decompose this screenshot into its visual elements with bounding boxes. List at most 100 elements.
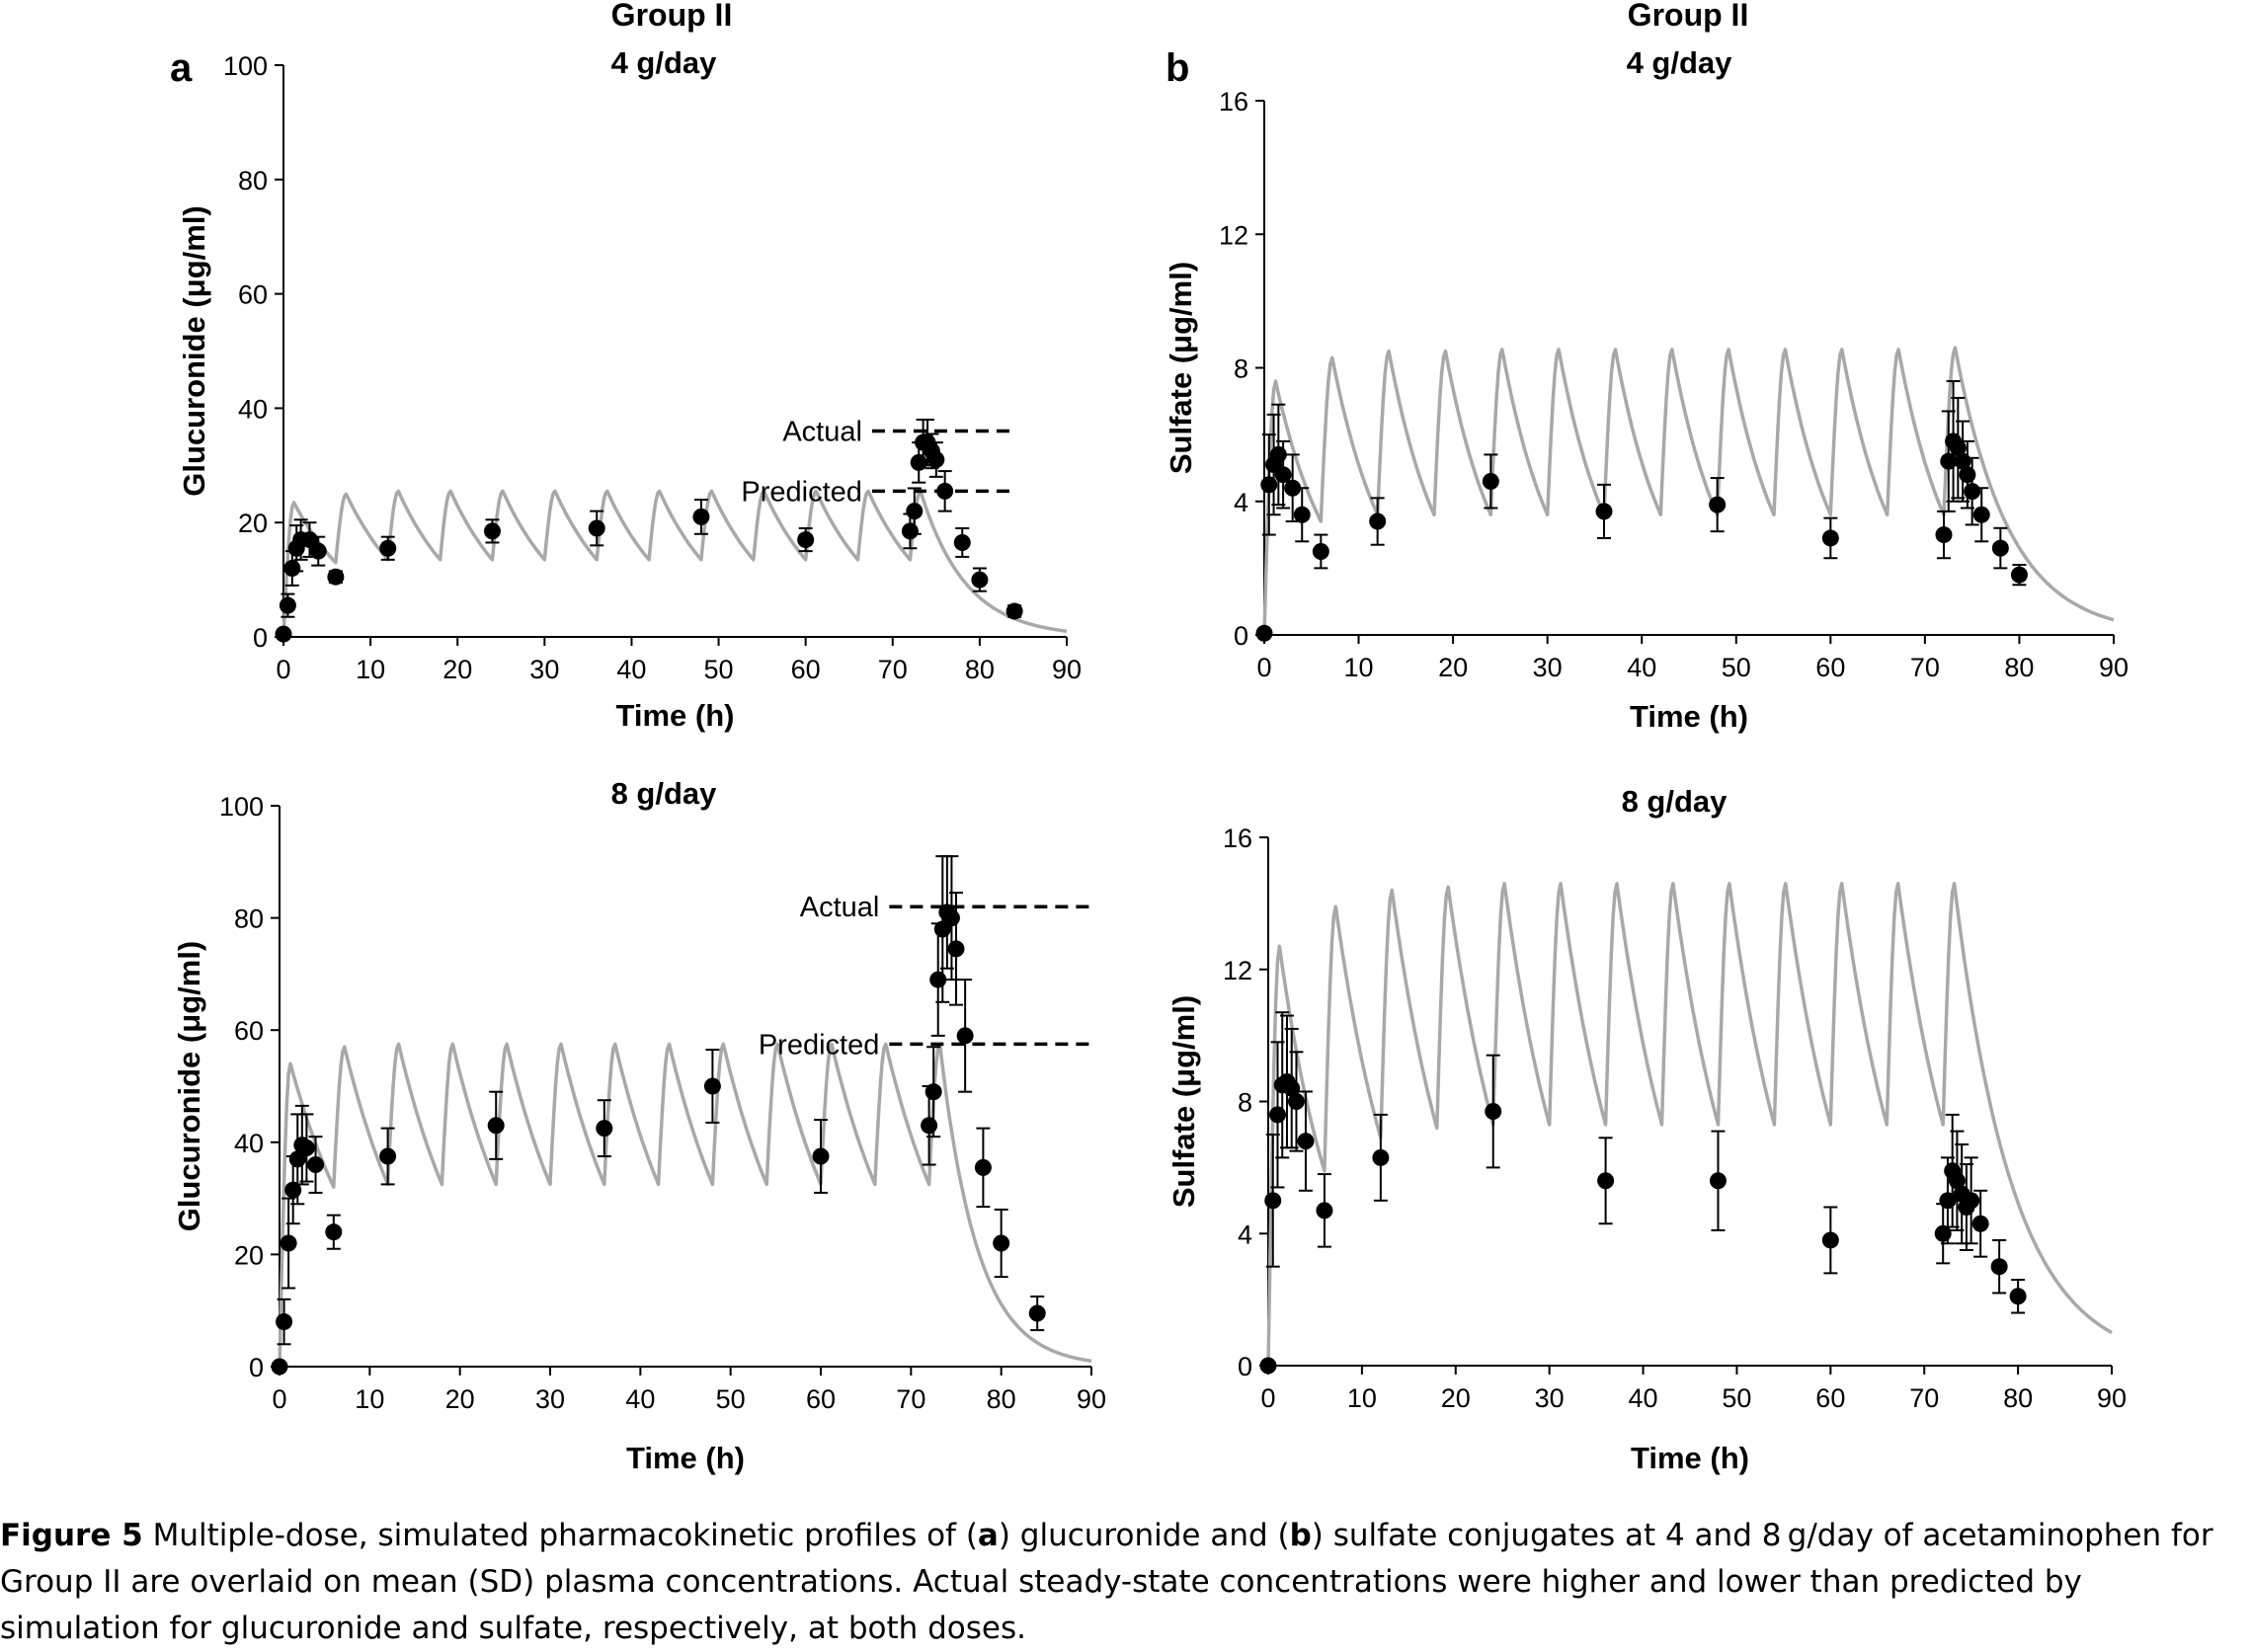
y-axis-label: Sulfate (μg/ml) <box>1166 995 1201 1208</box>
observed-point <box>2009 1288 2027 1305</box>
observed-point <box>1312 542 1329 560</box>
observed-point <box>1316 1202 1333 1219</box>
x-tick-label: 0 <box>276 655 290 684</box>
x-tick-label: 20 <box>445 1384 475 1414</box>
observed-point <box>1260 476 1278 494</box>
observed-point <box>1297 1133 1315 1150</box>
observed-point <box>1005 602 1023 620</box>
x-tick-label: 40 <box>1627 653 1656 682</box>
x-tick-label: 60 <box>791 655 821 684</box>
observed-point <box>1821 529 1839 547</box>
observed-point <box>327 568 345 586</box>
observed-point <box>974 1158 992 1176</box>
y-tick-label: 20 <box>234 1240 264 1270</box>
x-tick-label: 80 <box>987 1384 1016 1414</box>
observed-point <box>953 533 971 551</box>
x-axis-label: Time (h) <box>626 1441 745 1475</box>
observed-point <box>956 1027 974 1045</box>
x-tick-label: 0 <box>1256 653 1271 682</box>
x-tick-label: 30 <box>1535 1383 1565 1413</box>
caption-panel-a: a <box>977 1518 999 1553</box>
x-tick-label: 20 <box>442 655 472 684</box>
x-axis-label: Time (h) <box>1631 1441 1749 1475</box>
observed-point <box>1935 526 1953 544</box>
observed-point <box>483 522 501 540</box>
annotation-label: Predicted <box>741 476 862 508</box>
y-tick-label: 100 <box>219 792 264 822</box>
x-axis-label: Time (h) <box>616 698 735 733</box>
observed-point <box>1269 445 1287 463</box>
caption-label: Figure 5 <box>0 1518 143 1553</box>
chart-panel-4: 8 g/day 0 10 20 30 40 50 60 70 80 90 0 4 8 12 16 Time (h… <box>1166 784 2127 1475</box>
observed-point <box>1990 1258 2008 1276</box>
observed-point <box>901 522 919 540</box>
x-tick-label: 30 <box>535 1384 565 1414</box>
x-tick-label: 50 <box>1722 1383 1751 1413</box>
y-tick-label: 20 <box>238 509 268 538</box>
x-tick-label: 60 <box>806 1384 836 1414</box>
observed-point <box>1991 539 2009 557</box>
y-tick-label: 8 <box>1238 1088 1252 1118</box>
chart-panel-2: Group II b 4 g/day 0 10 20 30 40 50 60 70 80 90 0 4 8 12… <box>1164 0 2129 734</box>
simulated-profile-line <box>1266 882 2113 1367</box>
x-tick-label: 0 <box>1260 1383 1275 1413</box>
observed-point <box>1369 512 1387 530</box>
observed-point <box>1259 1357 1277 1375</box>
x-tick-label: 70 <box>1909 1383 1939 1413</box>
chart-panel-1: Group II a 4 g/day 0 10 20 30 40 50 60 70 80 90 0 20 40… <box>170 0 1082 733</box>
observed-point <box>692 508 710 525</box>
y-tick-label: 16 <box>1219 87 1248 117</box>
observed-point <box>279 596 296 614</box>
x-tick-label: 10 <box>1347 1383 1377 1413</box>
observed-point <box>1971 1215 1989 1232</box>
observed-point <box>271 1358 288 1376</box>
observed-point <box>910 453 927 471</box>
observed-point <box>297 1139 315 1156</box>
observed-point <box>942 909 960 927</box>
chart-title: 4 g/day <box>1627 45 1733 80</box>
observed-point <box>703 1077 721 1095</box>
observed-point <box>2010 566 2028 584</box>
observed-point <box>588 519 605 537</box>
observed-point <box>971 571 989 589</box>
x-tick-label: 10 <box>356 655 385 684</box>
y-axis-label: Glucuronide (μg/ml) <box>172 941 206 1232</box>
annotation-label: Actual <box>800 892 880 923</box>
x-tick-label: 50 <box>704 655 734 684</box>
observed-point <box>1268 1106 1286 1124</box>
y-tick-label: 0 <box>1234 621 1248 651</box>
observed-point <box>276 1313 293 1331</box>
y-tick-label: 0 <box>1238 1352 1252 1381</box>
x-tick-label: 40 <box>616 655 646 684</box>
observed-point <box>280 1234 297 1252</box>
observed-point <box>1028 1304 1046 1322</box>
simulated-profile-line <box>281 489 1068 638</box>
observed-point <box>1964 483 1981 501</box>
observed-point <box>307 1156 325 1174</box>
y-tick-label: 0 <box>249 1353 264 1382</box>
y-tick-label: 8 <box>1234 354 1248 384</box>
observed-point <box>921 1117 938 1135</box>
observed-point <box>812 1147 830 1165</box>
observed-point <box>1287 1093 1305 1110</box>
observed-point <box>1372 1148 1390 1166</box>
y-tick-label: 100 <box>223 51 268 81</box>
observed-point <box>1293 506 1311 523</box>
x-tick-label: 60 <box>1815 1383 1845 1413</box>
observed-point <box>1284 479 1302 497</box>
observed-point <box>1963 1192 1980 1210</box>
x-tick-label: 90 <box>1052 655 1082 684</box>
observed-point <box>325 1223 343 1241</box>
caption-panel-b: b <box>1289 1518 1312 1553</box>
x-tick-label: 0 <box>272 1384 286 1414</box>
y-tick-label: 60 <box>238 280 268 310</box>
observed-point <box>1959 466 1976 484</box>
observed-point <box>1255 624 1273 642</box>
x-tick-label: 70 <box>896 1384 925 1414</box>
y-tick-label: 12 <box>1223 956 1252 985</box>
group-title: Group II <box>1628 0 1749 33</box>
y-tick-label: 80 <box>238 166 268 196</box>
x-tick-label: 70 <box>1910 653 1940 682</box>
chart-title: 4 g/day <box>611 45 718 80</box>
y-tick-label: 12 <box>1219 220 1248 250</box>
